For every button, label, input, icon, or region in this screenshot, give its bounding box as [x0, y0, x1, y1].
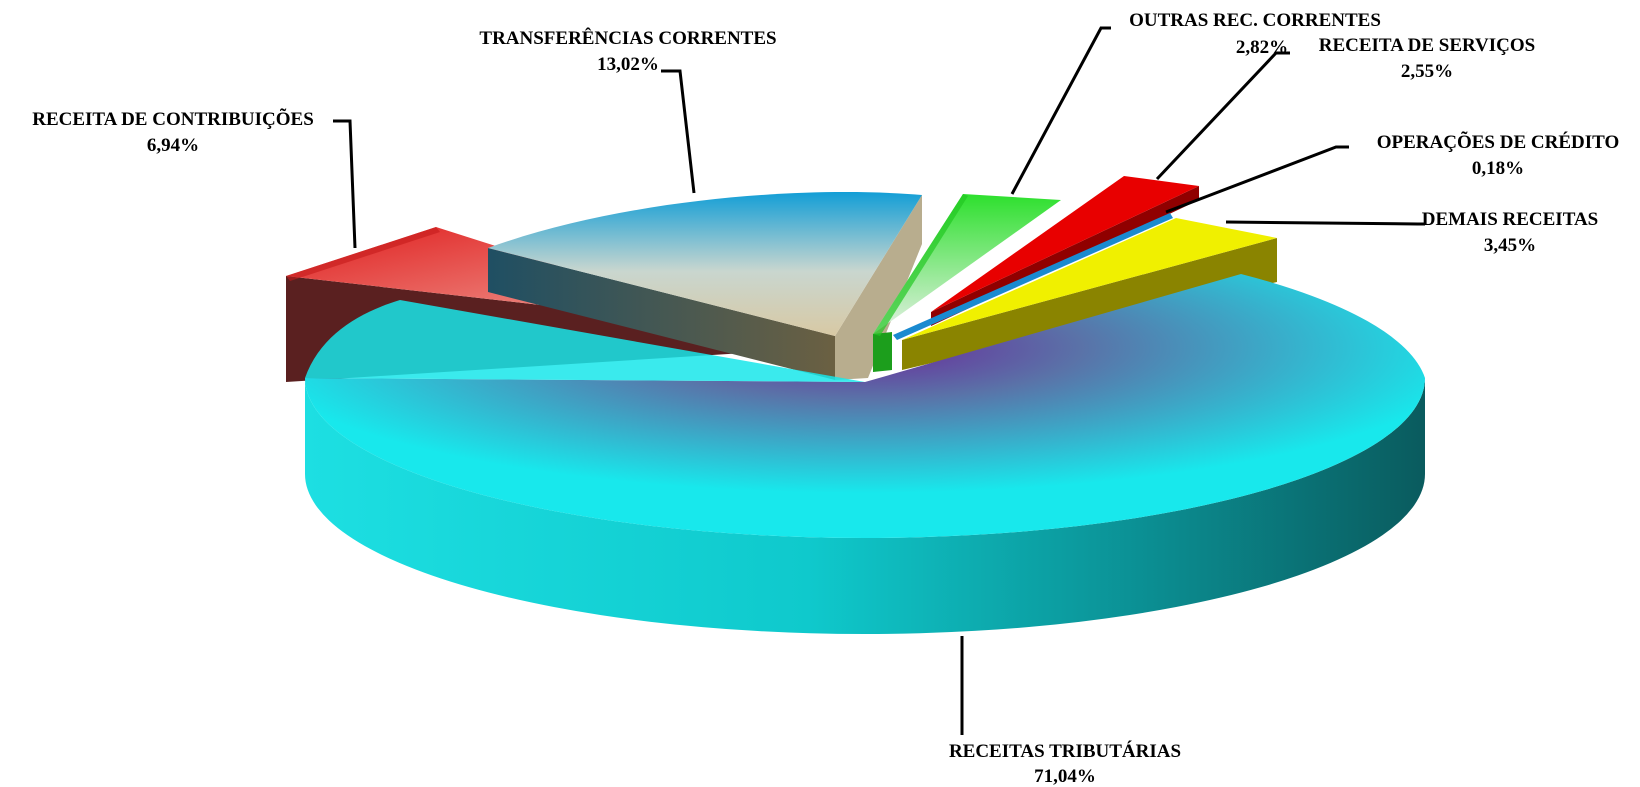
- leader-demais-receitas: [1225, 220, 1425, 226]
- label-receita-de-contribuicoes: RECEITA DE CONTRIBUIÇÕES: [32, 108, 314, 130]
- value-transferencias-correntes: 13,02%: [597, 54, 659, 75]
- label-outras-rec-correntes: OUTRAS REC. CORRENTES: [1129, 10, 1381, 31]
- slice-outras-rec-correntes: [873, 194, 1061, 372]
- leader-receita-de-contribuicoes: [333, 119, 357, 249]
- slice-operacoes-de-credito: [893, 213, 1173, 340]
- leader-transferencias-correntes: [661, 69, 696, 194]
- slice-receitas-tributarias: [305, 274, 1425, 634]
- leader-operacoes-de-credito: [1165, 145, 1349, 214]
- label-receitas-tributarias: RECEITAS TRIBUTÁRIAS: [949, 740, 1181, 762]
- leader-receita-de-servicos: [1155, 51, 1290, 181]
- label-operacoes-de-credito: OPERAÇÕES DE CRÉDITO: [1377, 131, 1619, 153]
- slice-transferencias-correntes: [488, 192, 922, 380]
- slice-receitas-tributarias-rim: [305, 300, 865, 382]
- label-transferencias-correntes: TRANSFERÊNCIAS CORRENTES: [479, 27, 776, 49]
- leader-outras-rec-correntes: [1010, 26, 1111, 195]
- slice-demais-receitas: [902, 218, 1277, 370]
- value-receitas-tributarias: 71,04%: [1034, 766, 1096, 787]
- label-receita-de-servicos: RECEITA DE SERVIÇOS: [1319, 35, 1536, 56]
- value-operacoes-de-credito: 0,18%: [1472, 158, 1524, 179]
- value-demais-receitas: 3,45%: [1484, 235, 1536, 256]
- value-receita-de-contribuicoes: 6,94%: [147, 135, 199, 156]
- value-receita-de-servicos: 2,55%: [1401, 61, 1453, 82]
- label-demais-receitas: DEMAIS RECEITAS: [1422, 209, 1599, 230]
- value-outras-rec-correntes: 2,82%: [1236, 37, 1288, 58]
